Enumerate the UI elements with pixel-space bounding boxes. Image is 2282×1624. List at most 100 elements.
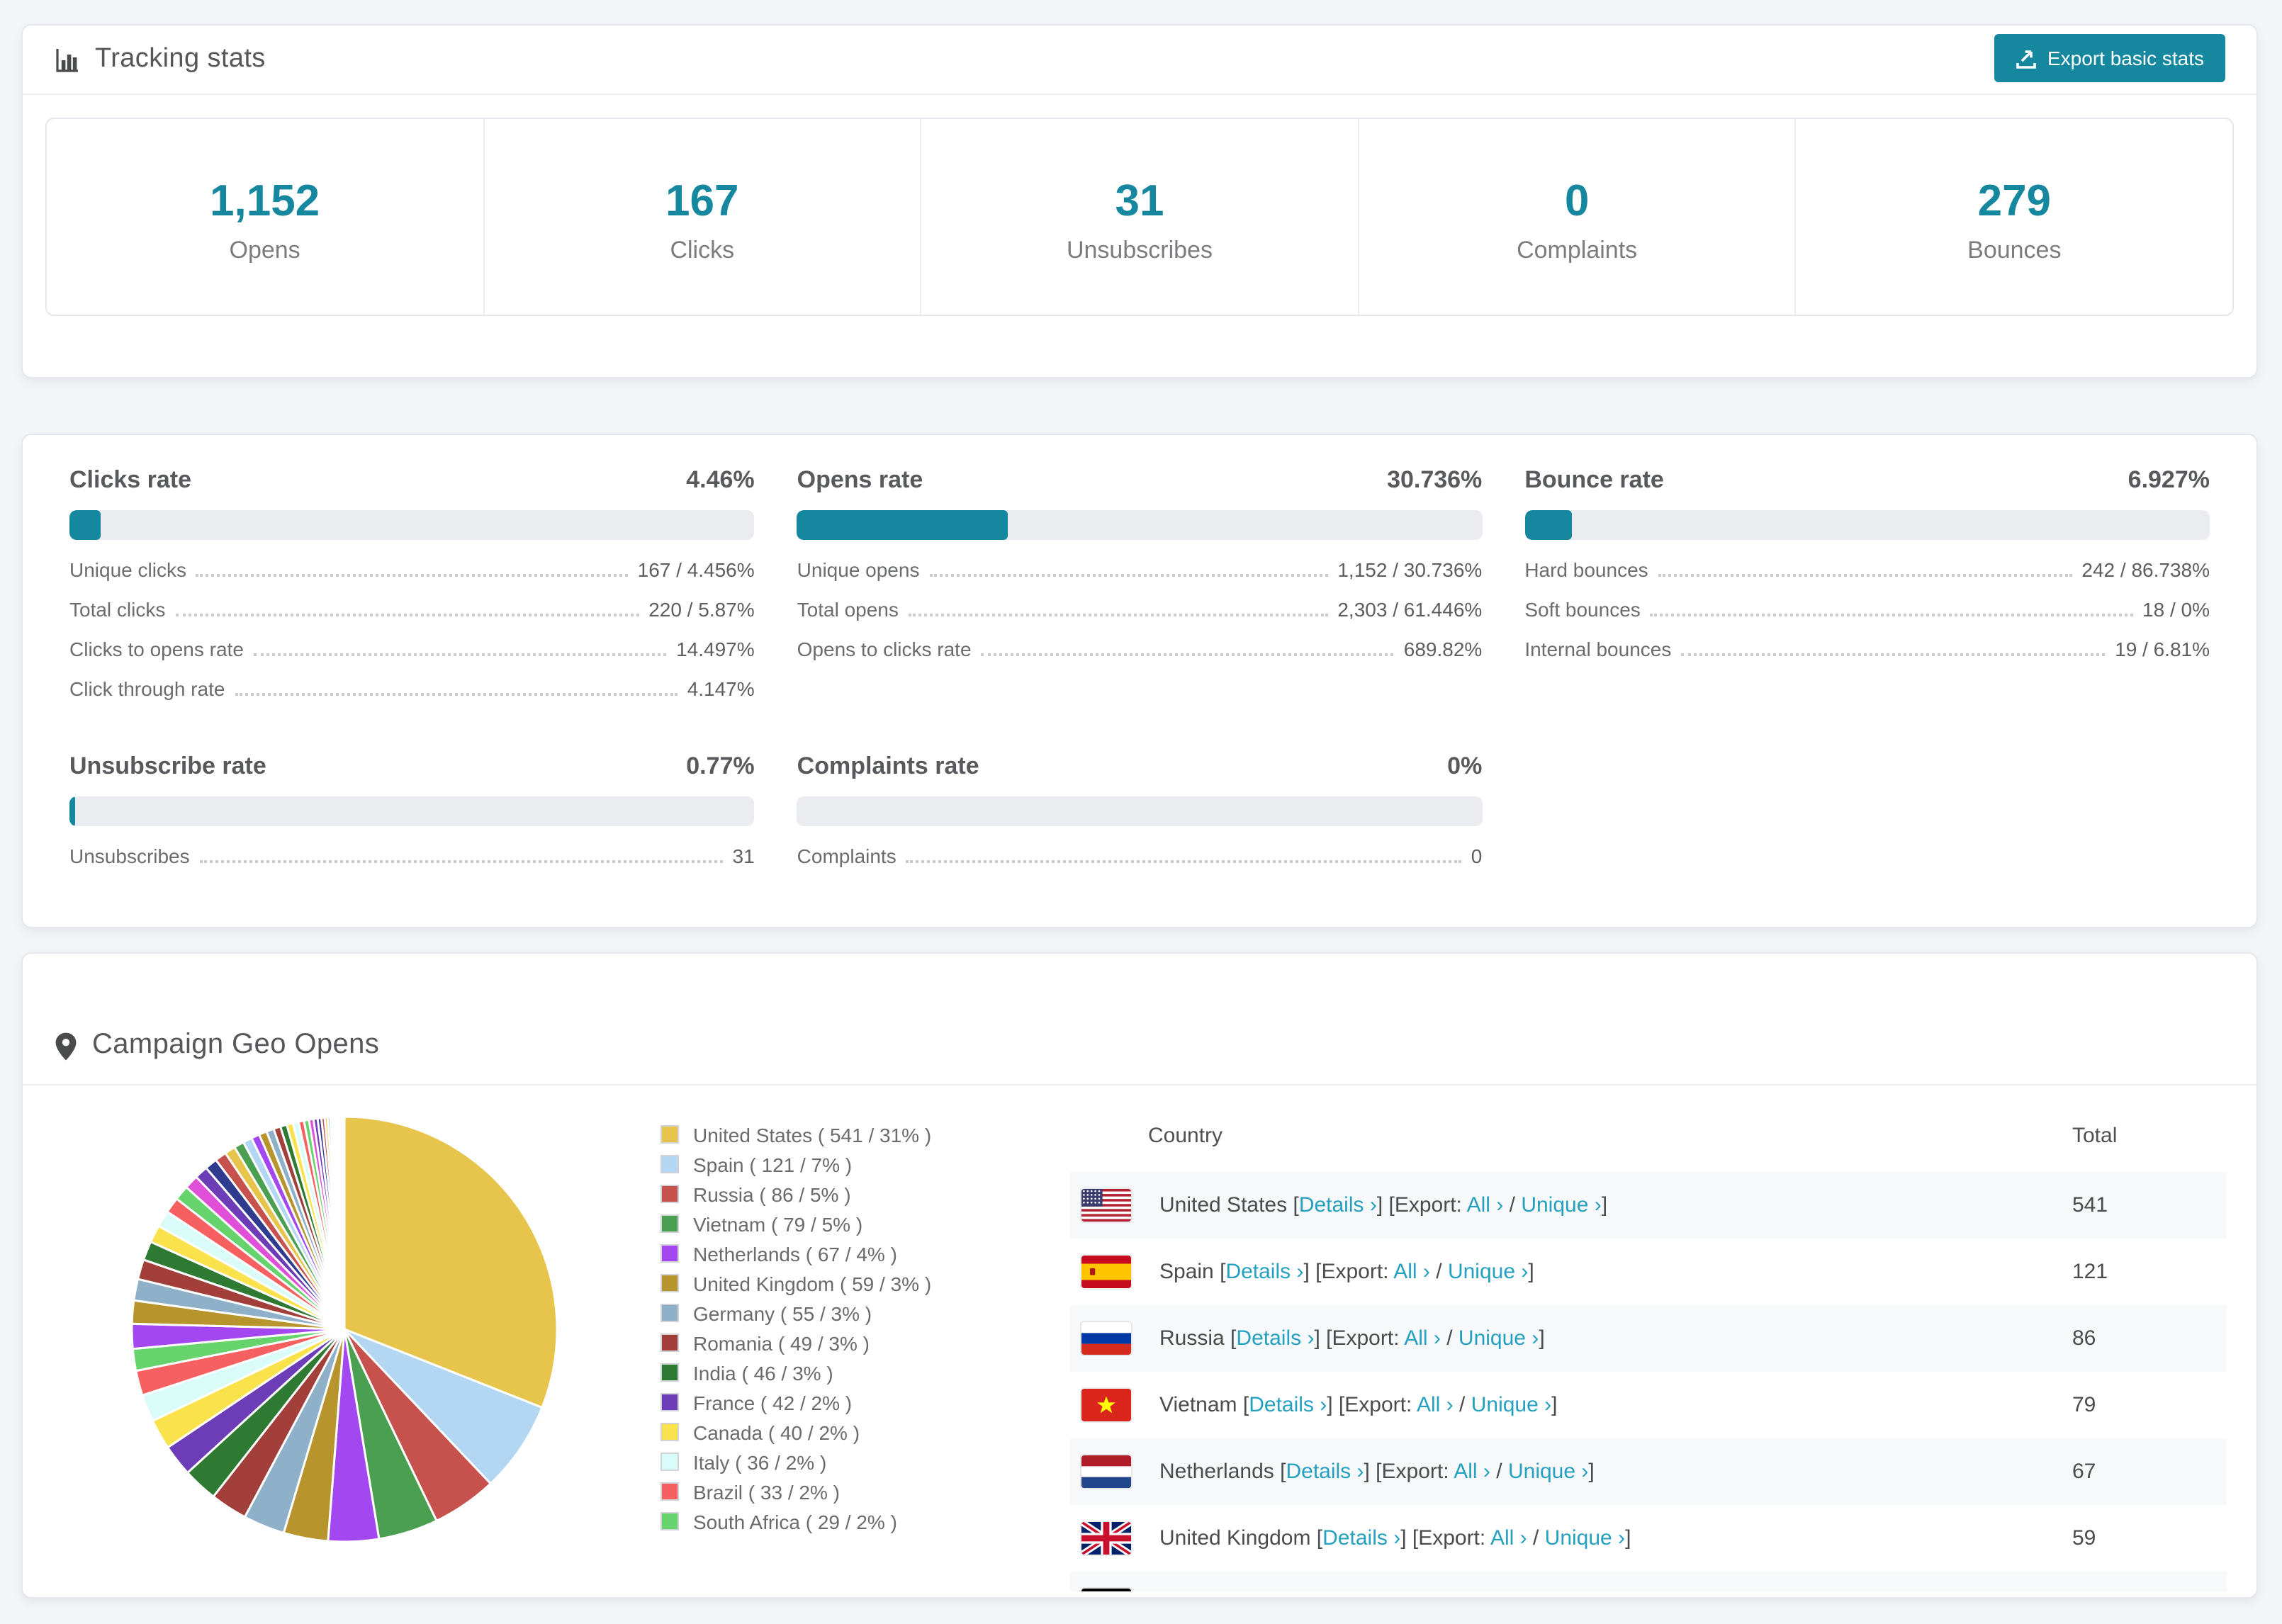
- stat-label: Opens: [229, 237, 300, 264]
- legend-label: United States ( 541 / 31% ): [693, 1123, 932, 1146]
- export-all-link[interactable]: All ›: [1466, 1193, 1504, 1217]
- dotted-leader: [199, 860, 723, 863]
- metric-label: Unsubscribes: [69, 845, 190, 867]
- summary-stat: 1,152 Opens: [47, 119, 485, 315]
- export-all-link[interactable]: All ›: [1404, 1326, 1441, 1350]
- country-total: 86: [2072, 1326, 2096, 1350]
- legend-swatch: [661, 1274, 679, 1292]
- dotted-leader: [981, 653, 1394, 656]
- metric-row: Hard bounces 242 / 86.738%: [1524, 558, 2210, 598]
- rate-title: Bounce rate: [1524, 466, 1664, 493]
- country-total: 79: [2072, 1393, 2096, 1417]
- metric-row: Complaints 0: [797, 845, 1483, 884]
- map-pin-icon: [54, 1032, 78, 1061]
- metric-row: Internal bounces 19 / 6.81%: [1524, 638, 2210, 677]
- country-total: 121: [2072, 1260, 2108, 1284]
- rate-panel: Complaints rate 0% Complaints 0: [797, 752, 1483, 884]
- dotted-leader: [1658, 574, 2072, 577]
- legend-label: Spain ( 121 / 7% ): [693, 1153, 853, 1175]
- legend-swatch: [661, 1185, 679, 1203]
- legend-swatch: [661, 1363, 679, 1382]
- table-row: Spain [Details ›] [Export: All › / Uniqu…: [1070, 1239, 2227, 1305]
- campaign-geo-opens-card: Campaign Geo Opens United States ( 541 /…: [21, 952, 2258, 1598]
- dotted-leader: [1681, 653, 2106, 656]
- metric-label: Total clicks: [69, 598, 166, 621]
- table-row: Russia [Details ›] [Export: All › / Uniq…: [1070, 1305, 2227, 1372]
- legend-swatch: [661, 1333, 679, 1352]
- geo-opens-pie-chart: [130, 1115, 558, 1543]
- export-unique-link[interactable]: Unique ›: [1507, 1460, 1589, 1484]
- stat-value: 31: [1115, 176, 1164, 225]
- export-unique-link[interactable]: Unique ›: [1544, 1526, 1626, 1550]
- details-link[interactable]: Details ›: [1249, 1393, 1327, 1417]
- metric-value: 689.82%: [1403, 638, 1483, 660]
- legend-item: Russia ( 86 / 5% ): [661, 1179, 1070, 1209]
- stat-value: 0: [1564, 176, 1590, 225]
- legend-item: Spain ( 121 / 7% ): [661, 1149, 1070, 1179]
- legend-label: France ( 42 / 2% ): [693, 1391, 853, 1414]
- legend-swatch: [661, 1393, 679, 1411]
- metric-label: Opens to clicks rate: [797, 638, 972, 660]
- export-all-link[interactable]: All ›: [1393, 1260, 1430, 1284]
- total-column-header: Total: [2072, 1124, 2118, 1148]
- legend-item: Italy ( 36 / 2% ): [661, 1447, 1070, 1477]
- details-link[interactable]: Details ›: [1286, 1460, 1364, 1484]
- stat-label: Unsubscribes: [1066, 237, 1213, 264]
- stat-label: Clicks: [670, 237, 735, 264]
- legend-item: Netherlands ( 67 / 4% ): [661, 1239, 1070, 1268]
- country-name: Vietnam: [1159, 1393, 1237, 1417]
- country-flag-icon: [1081, 1256, 1131, 1288]
- export-unique-link[interactable]: Unique ›: [1521, 1193, 1602, 1217]
- tracking-stats-card: Tracking stats Export basic stats 1,152 …: [21, 24, 2258, 378]
- details-link[interactable]: Details ›: [1225, 1260, 1304, 1284]
- country-name: United States: [1159, 1193, 1288, 1217]
- export-all-link[interactable]: All ›: [1490, 1526, 1527, 1550]
- details-link[interactable]: Details ›: [1298, 1193, 1377, 1217]
- metric-label: Unique opens: [797, 558, 920, 581]
- export-unique-link[interactable]: Unique ›: [1447, 1260, 1529, 1284]
- export-basic-stats-button[interactable]: Export basic stats: [1994, 34, 2225, 82]
- legend-swatch: [661, 1214, 679, 1233]
- stat-value: 167: [665, 176, 739, 225]
- export-all-link[interactable]: All ›: [1454, 1460, 1490, 1484]
- rate-value: 6.927%: [2128, 466, 2210, 493]
- legend-item: France ( 42 / 2% ): [661, 1387, 1070, 1417]
- export-unique-link[interactable]: Unique ›: [1471, 1393, 1552, 1417]
- progress-bar-fill: [1524, 510, 1573, 540]
- table-row: Netherlands [Details ›] [Export: All › /…: [1070, 1438, 2227, 1505]
- dotted-leader: [929, 574, 1328, 577]
- export-all-link[interactable]: All ›: [1417, 1393, 1454, 1417]
- country-total: 541: [2072, 1193, 2108, 1217]
- geo-table-header: Country Total: [1070, 1100, 2227, 1172]
- country-flag-icon: [1081, 1589, 1131, 1591]
- metric-row: Soft bounces 18 / 0%: [1524, 598, 2210, 638]
- metric-label: Unique clicks: [69, 558, 186, 581]
- legend-label: Vietnam ( 79 / 5% ): [693, 1212, 863, 1235]
- metric-label: Total opens: [797, 598, 899, 621]
- details-link[interactable]: Details ›: [1322, 1526, 1401, 1550]
- summary-stat: 167 Clicks: [484, 119, 922, 315]
- legend-item: United States ( 541 / 31% ): [661, 1120, 1070, 1149]
- rate-value: 0.77%: [686, 752, 755, 779]
- legend-swatch: [661, 1482, 679, 1501]
- rate-value: 0%: [1447, 752, 1483, 779]
- legend-item: Brazil ( 33 / 2% ): [661, 1477, 1070, 1506]
- rate-panel: Clicks rate 4.46% Unique clicks 167 / 4.…: [69, 466, 755, 717]
- country-flag-icon: [1081, 1455, 1131, 1488]
- legend-swatch: [661, 1244, 679, 1263]
- metric-value: 1,152 / 30.736%: [1337, 558, 1483, 581]
- legend-label: India ( 46 / 3% ): [693, 1361, 833, 1384]
- metric-label: Internal bounces: [1524, 638, 1672, 660]
- metric-label: Soft bounces: [1524, 598, 1641, 621]
- export-unique-link[interactable]: Unique ›: [1458, 1326, 1539, 1350]
- rate-title: Opens rate: [797, 466, 923, 493]
- tracking-stats-header: Tracking stats Export basic stats: [23, 26, 2256, 95]
- geo-body: United States ( 541 / 31% ) Spain ( 121 …: [23, 1086, 2256, 1591]
- metric-value: 242 / 86.738%: [2081, 558, 2210, 581]
- summary-stat: 279 Bounces: [1797, 119, 2232, 315]
- details-link[interactable]: Details ›: [1236, 1326, 1315, 1350]
- legend-swatch: [661, 1453, 679, 1471]
- legend-swatch: [661, 1125, 679, 1144]
- legend-swatch: [661, 1304, 679, 1322]
